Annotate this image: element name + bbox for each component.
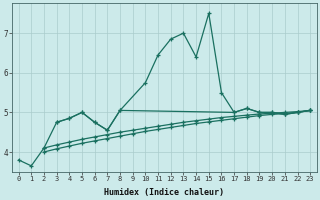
X-axis label: Humidex (Indice chaleur): Humidex (Indice chaleur): [104, 188, 224, 197]
